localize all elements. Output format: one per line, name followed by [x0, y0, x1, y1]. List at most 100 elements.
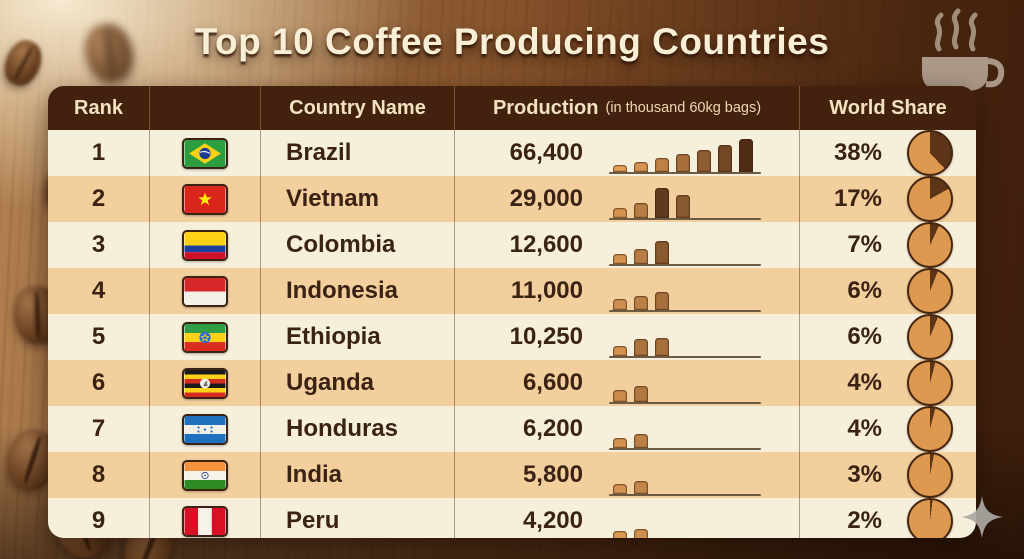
country-name: Ethiopia — [261, 314, 455, 360]
production-bar — [634, 296, 648, 310]
world-share-value: 4% — [847, 369, 882, 396]
production-bar — [697, 150, 711, 172]
country-name: Brazil — [261, 130, 455, 176]
country-name: India — [261, 452, 455, 498]
four-point-sparkle-icon — [961, 496, 1003, 538]
table-row: 7 Honduras 6,200 4% — [48, 406, 976, 452]
production-bar-chart — [609, 183, 761, 220]
steaming-coffee-cup-icon — [922, 8, 1005, 91]
country-flag-icon — [182, 413, 228, 445]
production-bar — [634, 481, 648, 494]
production-bar — [613, 531, 627, 538]
world-share-pie-icon — [907, 130, 953, 176]
table-body: 1 Brazil 66,400 38% 2 Vietnam 29,000 17%… — [48, 130, 976, 538]
production-value: 5,800 — [522, 461, 583, 488]
production-bar — [613, 438, 627, 448]
world-share-value: 4% — [847, 415, 882, 442]
production-value: 4,200 — [522, 507, 583, 534]
country-name: Honduras — [261, 406, 455, 452]
production-value: 66,400 — [509, 139, 583, 166]
production-bar-chart — [609, 459, 761, 496]
production-bar — [634, 386, 648, 402]
production-bar — [613, 346, 627, 356]
production-bar — [613, 254, 627, 264]
country-name: Colombia — [261, 222, 455, 268]
table-header-row: Rank Country Name Production (in thousan… — [48, 86, 976, 130]
table-row: 1 Brazil 66,400 38% — [48, 130, 976, 176]
world-share-value: 7% — [847, 231, 882, 258]
production-bar — [718, 145, 732, 172]
production-bar-chart — [609, 505, 761, 538]
table-row: 4 Indonesia 11,000 6% — [48, 268, 976, 314]
production-value: 6,200 — [522, 415, 583, 442]
production-bar — [634, 434, 648, 448]
world-share-pie-icon — [907, 314, 953, 360]
world-share-pie-icon — [907, 176, 953, 222]
world-share-pie-icon — [907, 498, 953, 538]
country-flag-icon — [182, 505, 228, 537]
rank-value: 6 — [48, 360, 150, 406]
header-world-share: World Share — [829, 96, 947, 119]
country-flag-icon — [182, 459, 228, 491]
production-value: 29,000 — [509, 185, 583, 212]
header-flag — [150, 86, 261, 130]
country-flag-icon — [182, 275, 228, 307]
world-share-value: 2% — [847, 507, 882, 534]
production-bar — [634, 339, 648, 356]
world-share-value: 17% — [833, 185, 882, 212]
world-share-value: 6% — [847, 277, 882, 304]
production-bar — [634, 162, 648, 172]
production-bar — [634, 529, 648, 538]
page-title: Top 10 Coffee Producing Countries — [194, 21, 830, 62]
production-value: 10,250 — [509, 323, 583, 350]
production-value: 11,000 — [510, 277, 583, 304]
rank-value: 7 — [48, 406, 150, 452]
table-row: 8 India 5,800 3% — [48, 452, 976, 498]
production-bar — [655, 338, 669, 356]
production-bar — [676, 195, 690, 218]
country-flag-icon — [182, 229, 228, 261]
world-share-pie-icon — [907, 222, 953, 268]
production-bar — [634, 203, 648, 218]
table-row: 6 Uganda 6,600 4% — [48, 360, 976, 406]
header-production-unit: (in thousand 60kg bags) — [605, 100, 762, 116]
production-bar — [613, 484, 627, 494]
country-name: Uganda — [261, 360, 455, 406]
world-share-value: 38% — [833, 139, 882, 166]
production-bar — [655, 292, 669, 310]
country-name: Peru — [261, 498, 455, 538]
world-share-value: 3% — [847, 461, 882, 488]
production-bar — [634, 249, 648, 264]
production-bar-chart — [609, 275, 761, 312]
header-production: Production (in thousand 60kg bags) — [455, 86, 800, 130]
world-share-pie-icon — [907, 406, 953, 452]
production-bar — [676, 154, 690, 172]
production-bar — [655, 158, 669, 172]
rank-value: 8 — [48, 452, 150, 498]
rank-value: 2 — [48, 176, 150, 222]
world-share-pie-icon — [907, 268, 953, 314]
country-flag-icon — [182, 321, 228, 353]
production-bar — [739, 139, 753, 172]
header-rank: Rank — [48, 86, 150, 130]
table-row: 9 Peru 4,200 2% — [48, 498, 976, 538]
country-name: Indonesia — [261, 268, 455, 314]
production-value: 6,600 — [522, 369, 583, 396]
coffee-production-table: Rank Country Name Production (in thousan… — [48, 86, 976, 538]
table-row: 2 Vietnam 29,000 17% — [48, 176, 976, 222]
rank-value: 1 — [48, 130, 150, 176]
production-bar — [655, 188, 669, 218]
table-row: 3 Colombia 12,600 7% — [48, 222, 976, 268]
rank-value: 9 — [48, 498, 150, 538]
country-flag-icon — [182, 367, 228, 399]
country-name: Vietnam — [261, 176, 455, 222]
production-bar-chart — [609, 137, 761, 174]
production-bar-chart — [609, 229, 761, 266]
rank-value: 4 — [48, 268, 150, 314]
production-bar-chart — [609, 367, 761, 404]
table-row: 5 Ethiopia 10,250 6% — [48, 314, 976, 360]
production-bar-chart — [609, 413, 761, 450]
country-flag-icon — [182, 137, 228, 169]
production-bar — [613, 208, 627, 218]
production-bar — [613, 390, 627, 402]
